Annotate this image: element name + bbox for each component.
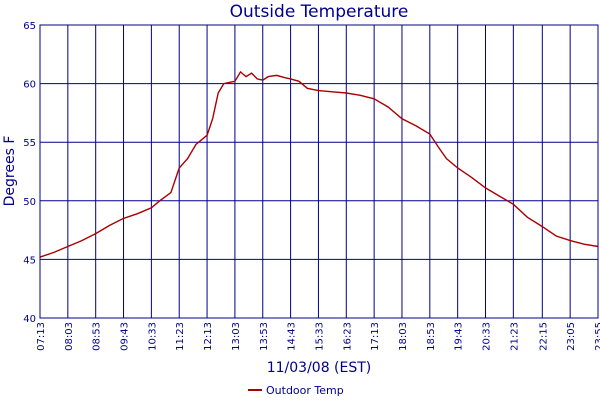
x-tick-label: 15:33 xyxy=(314,322,325,351)
x-tick-label: 20:33 xyxy=(482,322,493,351)
y-tick-label: 50 xyxy=(23,197,36,208)
x-tick-label: 18:53 xyxy=(426,322,437,351)
x-tick-label: 11:23 xyxy=(175,322,186,351)
x-tick-label: 16:23 xyxy=(342,322,353,351)
y-tick-labels: 40 45 50 55 60 65 xyxy=(23,21,36,325)
y-tick-label: 40 xyxy=(23,314,36,325)
x-tick-label: 09:43 xyxy=(120,322,131,351)
legend-label: Outdoor Temp xyxy=(266,384,344,397)
x-tick-label: 08:53 xyxy=(92,322,103,351)
y-axis-label: Degrees F xyxy=(2,136,18,207)
series-line-outdoor-temp xyxy=(39,70,599,258)
x-tick-label: 12:13 xyxy=(203,322,214,351)
x-tick-label: 13:03 xyxy=(231,322,242,351)
y-tick-label: 60 xyxy=(23,80,36,91)
plot-background xyxy=(40,25,598,318)
x-tick-label: 21:23 xyxy=(509,322,520,351)
x-axis-label: 11/03/08 (EST) xyxy=(267,360,372,376)
x-tick-label: 17:13 xyxy=(370,322,381,351)
legend: Outdoor Temp xyxy=(248,384,344,397)
x-tick-label: 23:05 xyxy=(566,322,577,351)
y-tick-label: 45 xyxy=(23,255,36,266)
x-tick-label: 22:15 xyxy=(538,322,549,351)
plot-border xyxy=(39,24,599,319)
x-tick-label: 18:03 xyxy=(398,322,409,351)
grid-lines xyxy=(39,24,599,319)
x-tick-label: 23:55 xyxy=(594,322,600,351)
x-tick-label: 10:33 xyxy=(147,322,158,351)
x-tick-labels: 07:13 08:03 08:53 09:43 10:33 11:23 12:13 13:03… xyxy=(36,322,600,351)
x-tick-label: 14:43 xyxy=(287,322,298,351)
y-tick-label: 65 xyxy=(23,21,36,32)
x-tick-label: 08:03 xyxy=(64,322,75,351)
x-tick-label: 13:53 xyxy=(259,322,270,351)
chart-title: Outside Temperature xyxy=(230,2,409,22)
y-tick-label: 55 xyxy=(23,138,36,149)
x-tick-label: 19:43 xyxy=(454,322,465,351)
x-tick-label: 07:13 xyxy=(36,322,47,351)
